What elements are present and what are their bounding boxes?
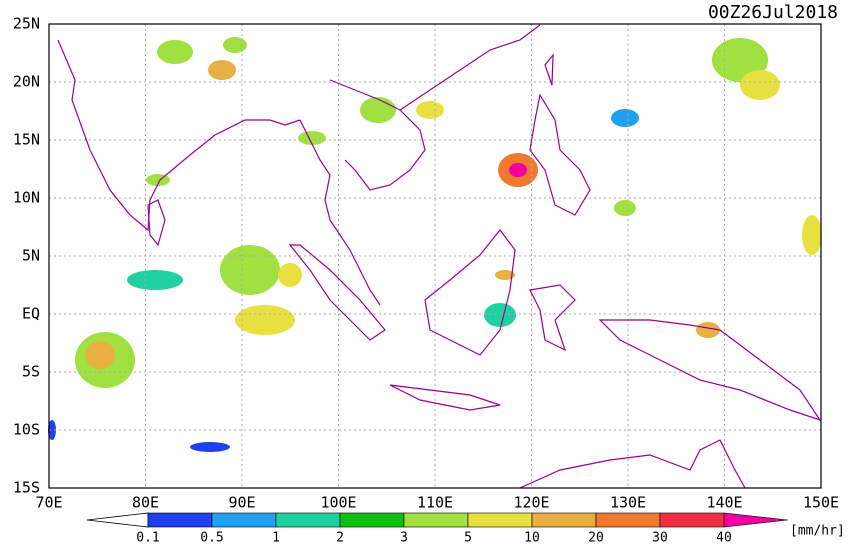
colorbar-label: 30 <box>652 531 668 544</box>
lat-tick-label: EQ <box>22 305 40 323</box>
lon-tick-label: 70E <box>35 494 62 512</box>
colorbar-swatch <box>531 512 597 528</box>
colorbar-swatch <box>211 512 277 528</box>
lat-tick-label: 20N <box>13 73 40 91</box>
colorbar-label: 40 <box>716 531 732 544</box>
colorbar-swatch <box>467 512 533 528</box>
colorbar-label: 0.5 <box>200 531 223 544</box>
lon-tick-label: 130E <box>610 494 646 512</box>
lon-tick-label: 150E <box>803 494 839 512</box>
lat-tick-label: 15N <box>13 131 40 149</box>
colorbar-high-end <box>723 512 789 528</box>
colorbar-label: 2 <box>336 531 344 544</box>
lon-tick-label: 140E <box>706 494 742 512</box>
colorbar-label: 0.1 <box>136 531 159 544</box>
lat-tick-label: 25N <box>13 15 40 33</box>
colorbar-swatch <box>339 512 405 528</box>
colorbar: 0.1 0.5 1 2 3 5 10 20 30 40 <box>86 512 789 544</box>
colorbar-swatch <box>147 512 213 528</box>
lon-tick-label: 100E <box>320 494 356 512</box>
colorbar-swatch <box>595 512 661 528</box>
lat-tick-label: 10S <box>13 421 40 439</box>
colorbar-label: 10 <box>524 531 540 544</box>
colorbar-label: 1 <box>272 531 280 544</box>
map-title: 00Z26Jul2018 <box>708 2 838 23</box>
lon-tick-label: 110E <box>417 494 453 512</box>
colorbar-label: 3 <box>400 531 408 544</box>
colorbar-low-end <box>86 512 149 528</box>
lat-tick-label: 5S <box>22 363 40 381</box>
lon-tick-label: 90E <box>228 494 255 512</box>
precipitation-areas <box>48 37 822 452</box>
grid <box>48 23 822 489</box>
lat-tick-label: 5N <box>22 247 40 265</box>
axis-labels: 70E 80E 90E 100E 110E 120E 130E 140E 150E 25N 20N 1… <box>13 15 839 512</box>
colorbar-swatch <box>659 512 725 528</box>
colorbar-swatch <box>275 512 341 528</box>
map-frame <box>48 23 822 489</box>
lon-tick-label: 80E <box>132 494 159 512</box>
colorbar-unit: [mm/hr] <box>790 524 845 539</box>
lon-tick-label: 120E <box>513 494 549 512</box>
coastlines <box>57 24 822 489</box>
colorbar-swatch <box>403 512 469 528</box>
lat-tick-label: 15S <box>13 479 40 497</box>
colorbar-label: 5 <box>464 531 472 544</box>
lat-tick-label: 10N <box>13 189 40 207</box>
colorbar-label: 20 <box>588 531 604 544</box>
